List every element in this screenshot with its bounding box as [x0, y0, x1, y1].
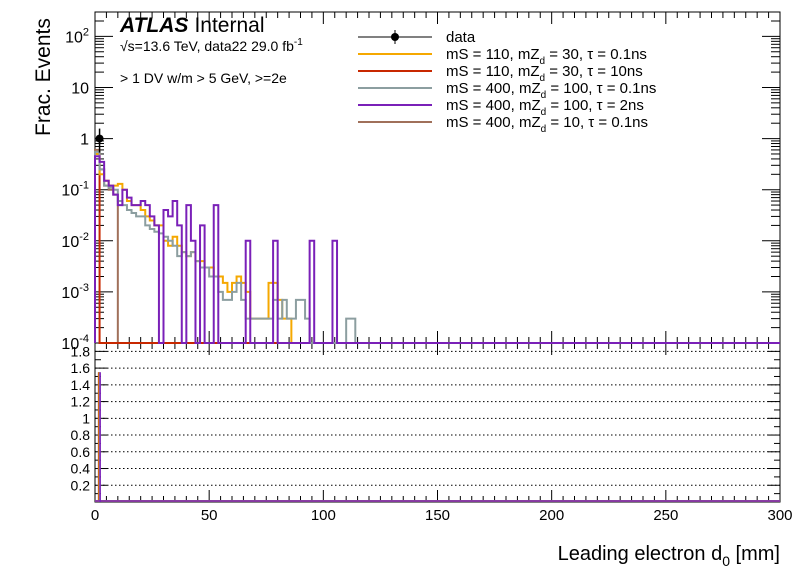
ratio-tick-label: 0.4 [71, 461, 91, 477]
atlas-label: ATLAS Internal [119, 14, 264, 37]
y-tick-label: 10-2 [61, 231, 89, 251]
y-tick-label: 1 [80, 132, 89, 149]
ratio-series [95, 372, 780, 502]
ratio-tick-label: 1 [82, 410, 90, 426]
top-panel-frame [94, 11, 781, 344]
ratio-panel-frame [94, 342, 781, 503]
x-axis-title: Leading electron d0 [mm] [558, 543, 780, 569]
legend-label: mS = 400, mZd = 10, τ = 0.1ns [446, 114, 648, 135]
ratio-tick-label: 1.8 [71, 343, 91, 359]
histogram-line [94, 152, 780, 344]
ratio-gridlines [95, 350, 780, 486]
x-tick-label: 0 [91, 507, 99, 524]
legend-label: mS = 110, mZd = 30, τ = 0.1ns [446, 46, 647, 67]
x-tick-label: 250 [653, 507, 678, 524]
ratio-tick-label: 1.2 [71, 394, 91, 410]
ratio-tick-label: 0.2 [71, 477, 91, 493]
atlas-experiment: ATLAS [119, 14, 188, 37]
x-tick-label: 100 [311, 507, 336, 524]
y-tick-label: 10-3 [61, 282, 89, 302]
selection-label: > 1 DV w/m > 5 GeV, >=2e [120, 70, 287, 86]
data-points [95, 128, 104, 153]
y-axis-title: Frac. Events [32, 18, 55, 136]
y-tick-label: 102 [65, 26, 89, 46]
x-axis-title-sub: 0 [722, 553, 730, 569]
x-tick-label: 150 [425, 507, 450, 524]
atlas-status: Internal [194, 14, 264, 37]
ratio-tick-label: 0.6 [71, 444, 91, 460]
x-tick-label: 300 [767, 507, 792, 524]
ratio-tick-label: 0.8 [71, 427, 91, 443]
y-tick-label: 10-1 [61, 180, 89, 200]
histogram-line [94, 152, 780, 344]
x-axis-title-unit: [mm] [730, 543, 780, 565]
y-tick-label: 10-4 [61, 333, 89, 353]
histogram-line [94, 150, 780, 344]
data-point-marker [95, 134, 104, 143]
legend-label: mS = 400, mZd = 100, τ = 2ns [446, 97, 644, 118]
top-axis-ticks: 102 10 1 10-1 10-2 10-3 10-4 [61, 11, 780, 353]
histogram-line [94, 155, 780, 344]
y-tick-label: 10 [71, 80, 89, 97]
energy-label: √s=13.6 TeV, data22 29.0 fb-1 [120, 37, 303, 54]
x-tick-label: 200 [539, 507, 564, 524]
energy-label-exp: -1 [294, 37, 303, 48]
histogram-series [94, 148, 780, 344]
ratio-axis-ticks: 0.20.40.60.811.21.41.61.8 [71, 342, 780, 495]
legend-label: data [446, 29, 476, 46]
legend-label: mS = 110, mZd = 30, τ = 10ns [446, 63, 643, 84]
ratio-tick-label: 1.6 [71, 360, 91, 376]
ratio-tick-label: 1.4 [71, 377, 91, 393]
legend-label: mS = 400, mZd = 100, τ = 0.1ns [446, 80, 656, 101]
histogram-line [94, 148, 780, 344]
x-tick-label: 50 [201, 507, 218, 524]
